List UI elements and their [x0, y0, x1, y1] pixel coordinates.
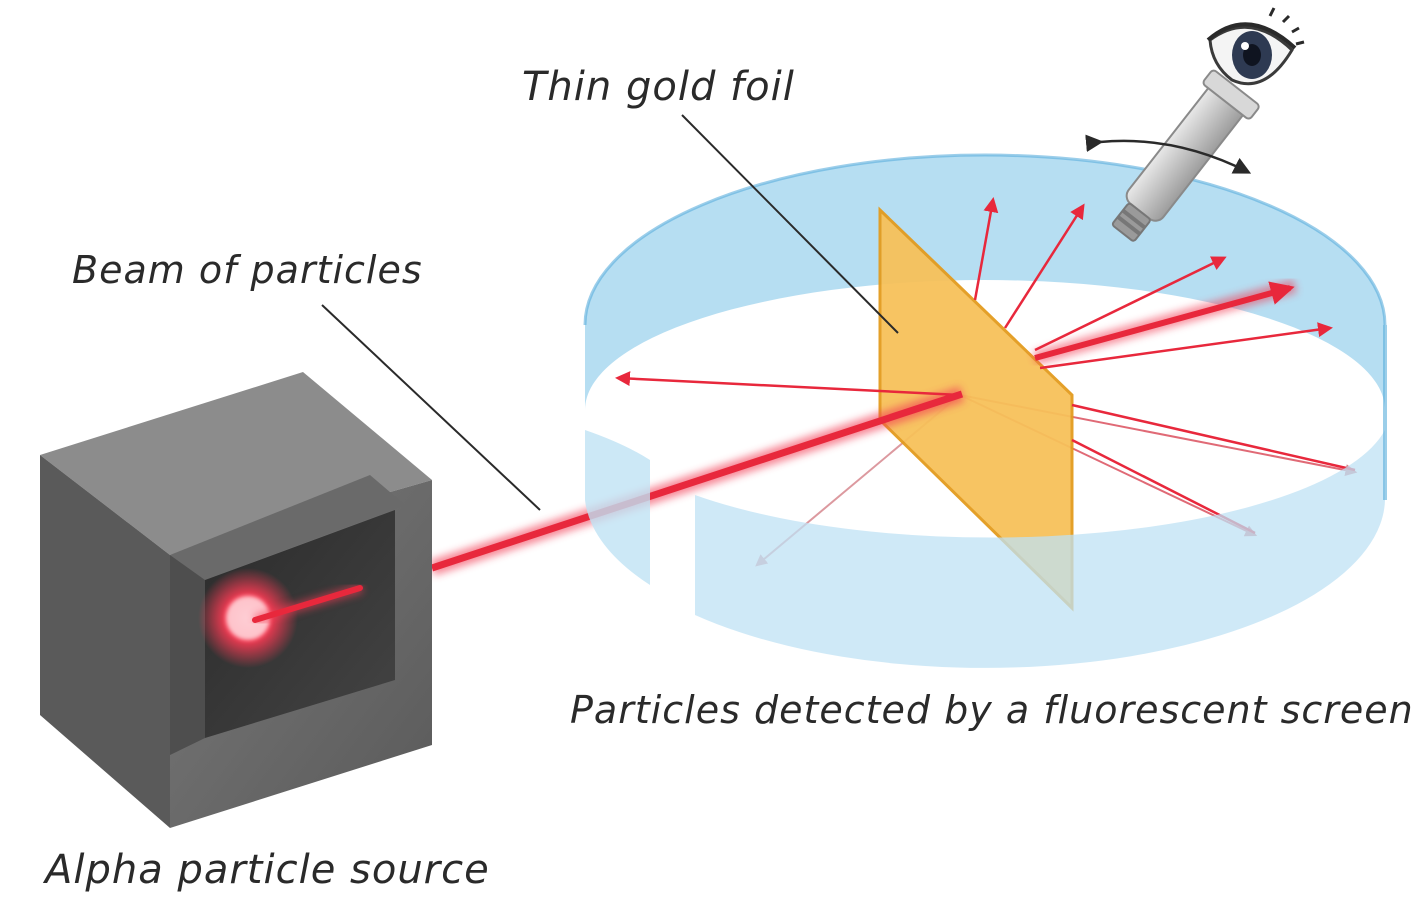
- source-label: Alpha particle source: [42, 847, 490, 893]
- gold-foil-label: Thin gold foil: [522, 64, 795, 110]
- beam-leader: [321, 304, 541, 511]
- gold-foil-leader: [681, 114, 899, 334]
- screen-front: [585, 325, 1387, 668]
- eye-icon: [1206, 7, 1305, 86]
- screen-label: Particles detected by a fluorescent scre…: [570, 688, 1414, 732]
- particle-beam: [429, 279, 1297, 576]
- alpha-source-box: [40, 372, 432, 828]
- double-arrow-icon: [1085, 134, 1252, 174]
- detector-microscope: [1085, 7, 1305, 242]
- beam-label: Beam of particles: [72, 248, 423, 292]
